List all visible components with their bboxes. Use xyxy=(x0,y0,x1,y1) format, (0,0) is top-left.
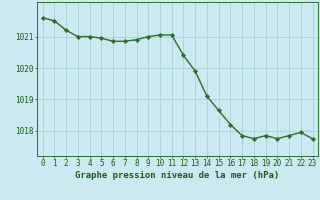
X-axis label: Graphe pression niveau de la mer (hPa): Graphe pression niveau de la mer (hPa) xyxy=(76,171,280,180)
